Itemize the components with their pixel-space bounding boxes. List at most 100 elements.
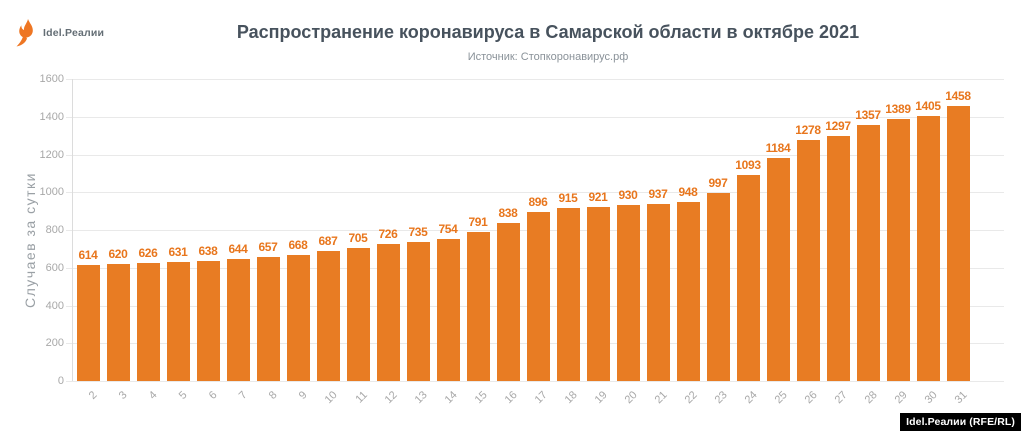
x-axis-tick-label: 18 xyxy=(562,389,580,407)
x-axis-tick-label: 24 xyxy=(742,389,760,407)
bar-value-label: 1184 xyxy=(765,140,791,155)
bar xyxy=(856,124,880,381)
y-axis-tick-label: 1000 xyxy=(39,186,64,199)
bar xyxy=(256,256,280,381)
bar-value-label: 997 xyxy=(708,175,728,190)
x-axis-tick-label: 15 xyxy=(472,389,490,407)
gridline xyxy=(66,192,1004,194)
bar-value-label: 1093 xyxy=(735,157,761,172)
bar xyxy=(466,231,490,381)
bar-value-label: 620 xyxy=(108,246,128,261)
x-axis-tick-label: 9 xyxy=(296,389,310,402)
bar xyxy=(826,136,850,381)
bar xyxy=(316,251,340,381)
gridline xyxy=(66,154,1004,156)
x-axis-tick-label: 22 xyxy=(682,389,700,407)
bar xyxy=(436,238,460,381)
bar-value-label: 1458 xyxy=(945,88,971,103)
bar-value-label: 921 xyxy=(588,190,608,205)
x-axis-tick-label: 28 xyxy=(862,389,880,407)
bar xyxy=(196,260,220,381)
bar-value-label: 644 xyxy=(228,242,248,257)
bar-value-label: 1357 xyxy=(855,107,881,122)
bar-value-label: 791 xyxy=(468,214,488,229)
bar xyxy=(706,192,730,381)
y-axis-tick-label: 1200 xyxy=(39,148,64,161)
bar xyxy=(916,115,940,381)
x-axis-tick-label: 4 xyxy=(146,389,160,402)
x-axis-tick-label: 14 xyxy=(442,389,460,407)
y-axis-tick-label: 0 xyxy=(57,375,64,387)
x-axis-tick-label: 10 xyxy=(322,389,340,407)
bar-value-label: 638 xyxy=(198,243,218,258)
bar-value-label: 668 xyxy=(288,237,308,252)
x-axis-tick-label: 17 xyxy=(532,389,550,407)
y-axis-tick-label: 800 xyxy=(45,224,64,236)
gridline xyxy=(66,116,1004,118)
bar xyxy=(586,207,610,381)
x-axis-tick-label: 7 xyxy=(236,389,250,402)
bar-value-label: 735 xyxy=(408,225,428,240)
x-axis-tick-label: 12 xyxy=(382,389,400,407)
bar xyxy=(226,259,250,381)
y-axis-tick-label: 400 xyxy=(45,299,64,312)
bar xyxy=(496,222,520,381)
bar xyxy=(76,265,100,381)
x-axis-tick-label: 30 xyxy=(922,389,940,407)
bar xyxy=(346,247,370,381)
bar-value-label: 614 xyxy=(78,248,98,263)
x-axis-tick-label: 23 xyxy=(712,389,730,407)
bar xyxy=(136,262,160,381)
bar xyxy=(166,261,190,381)
x-axis-tick-label: 2 xyxy=(86,389,100,402)
bar-value-label: 1389 xyxy=(885,101,911,116)
bar-value-label: 930 xyxy=(618,188,638,203)
x-axis-tick-label: 3 xyxy=(116,389,130,402)
bar-value-label: 1297 xyxy=(825,119,851,134)
y-axis-tick-label: 1400 xyxy=(39,110,64,123)
bar xyxy=(646,204,670,381)
idel-realii-flame-icon xyxy=(16,19,33,47)
credit-badge: Idel.Реалии (RFE/RL) xyxy=(900,413,1021,431)
bar xyxy=(616,205,640,381)
x-axis-tick-label: 27 xyxy=(832,389,850,407)
x-axis-tick-label: 16 xyxy=(502,389,520,407)
bar xyxy=(766,157,790,381)
gridline xyxy=(66,79,1004,80)
bar-value-label: 626 xyxy=(138,245,158,260)
x-axis-tick-label: 26 xyxy=(802,389,820,407)
bar-value-label: 896 xyxy=(528,194,548,209)
gridline xyxy=(66,381,1004,382)
x-axis-tick-label: 20 xyxy=(622,389,640,407)
chart-title: Распространение коронавируса в Самарской… xyxy=(236,22,860,42)
bar xyxy=(556,208,580,381)
bar xyxy=(946,105,970,381)
bar-value-label: 1405 xyxy=(915,98,941,113)
bar xyxy=(376,243,400,381)
x-axis-tick-label: 31 xyxy=(952,389,970,407)
bar-value-label: 1278 xyxy=(795,122,821,137)
y-axis-tick-label: 200 xyxy=(45,337,64,350)
bar-value-label: 937 xyxy=(648,187,668,202)
bar xyxy=(286,254,310,381)
x-axis-tick-label: 29 xyxy=(892,389,910,407)
bar-value-label: 948 xyxy=(678,185,698,200)
bar-value-label: 687 xyxy=(318,234,338,249)
bar xyxy=(676,202,700,381)
bar-value-label: 657 xyxy=(258,239,278,254)
x-axis-tick-label: 8 xyxy=(266,389,280,402)
logo: Idel.Реалии xyxy=(15,19,104,47)
bar-value-label: 726 xyxy=(378,226,398,241)
bar xyxy=(526,211,550,381)
x-axis-tick-label: 11 xyxy=(352,389,370,406)
x-axis-tick-label: 13 xyxy=(412,389,430,407)
x-axis-tick-label: 25 xyxy=(772,389,790,407)
y-axis-tick-label: 1600 xyxy=(39,73,64,85)
x-axis-tick-label: 21 xyxy=(652,389,670,407)
bar-value-label: 754 xyxy=(438,221,458,236)
x-axis-tick-label: 5 xyxy=(176,389,190,402)
chart-subtitle: Источник: Стопкоронавирус.рф xyxy=(467,51,629,63)
bar xyxy=(796,139,820,381)
bar xyxy=(886,118,910,381)
